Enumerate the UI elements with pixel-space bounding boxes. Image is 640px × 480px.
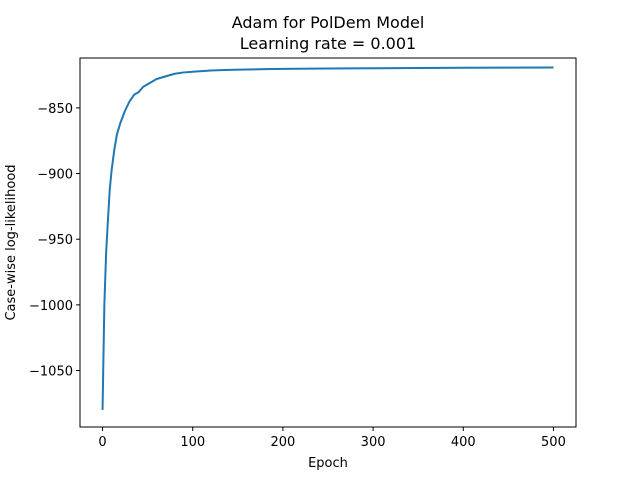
y-axis-label: Case-wise log-likelihood <box>4 164 19 320</box>
y-tick-label: −900 <box>37 168 73 183</box>
x-tick-label: 0 <box>98 435 106 450</box>
chart-title: Adam for PolDem Model <box>232 13 425 32</box>
y-tick-label: −950 <box>37 233 73 248</box>
y-tick-label: −1000 <box>29 299 73 314</box>
x-tick-label: 300 <box>361 435 386 450</box>
x-tick-label: 500 <box>541 435 566 450</box>
plot-area <box>79 57 577 428</box>
series-layer <box>101 66 554 410</box>
chart-subtitle: Learning rate = 0.001 <box>240 34 416 53</box>
x-tick-label: 400 <box>451 435 476 450</box>
y-tick-label: −850 <box>37 102 73 117</box>
x-tick-label: 100 <box>180 435 205 450</box>
x-axis-label: Epoch <box>308 456 348 471</box>
y-axis: −1050 −1000 −950 −900 −850 <box>29 102 80 380</box>
series-line <box>101 66 554 410</box>
x-axis: 0 100 200 300 400 500 <box>98 427 566 450</box>
x-tick-label: 200 <box>270 435 295 450</box>
y-tick-label: −1050 <box>29 365 73 380</box>
